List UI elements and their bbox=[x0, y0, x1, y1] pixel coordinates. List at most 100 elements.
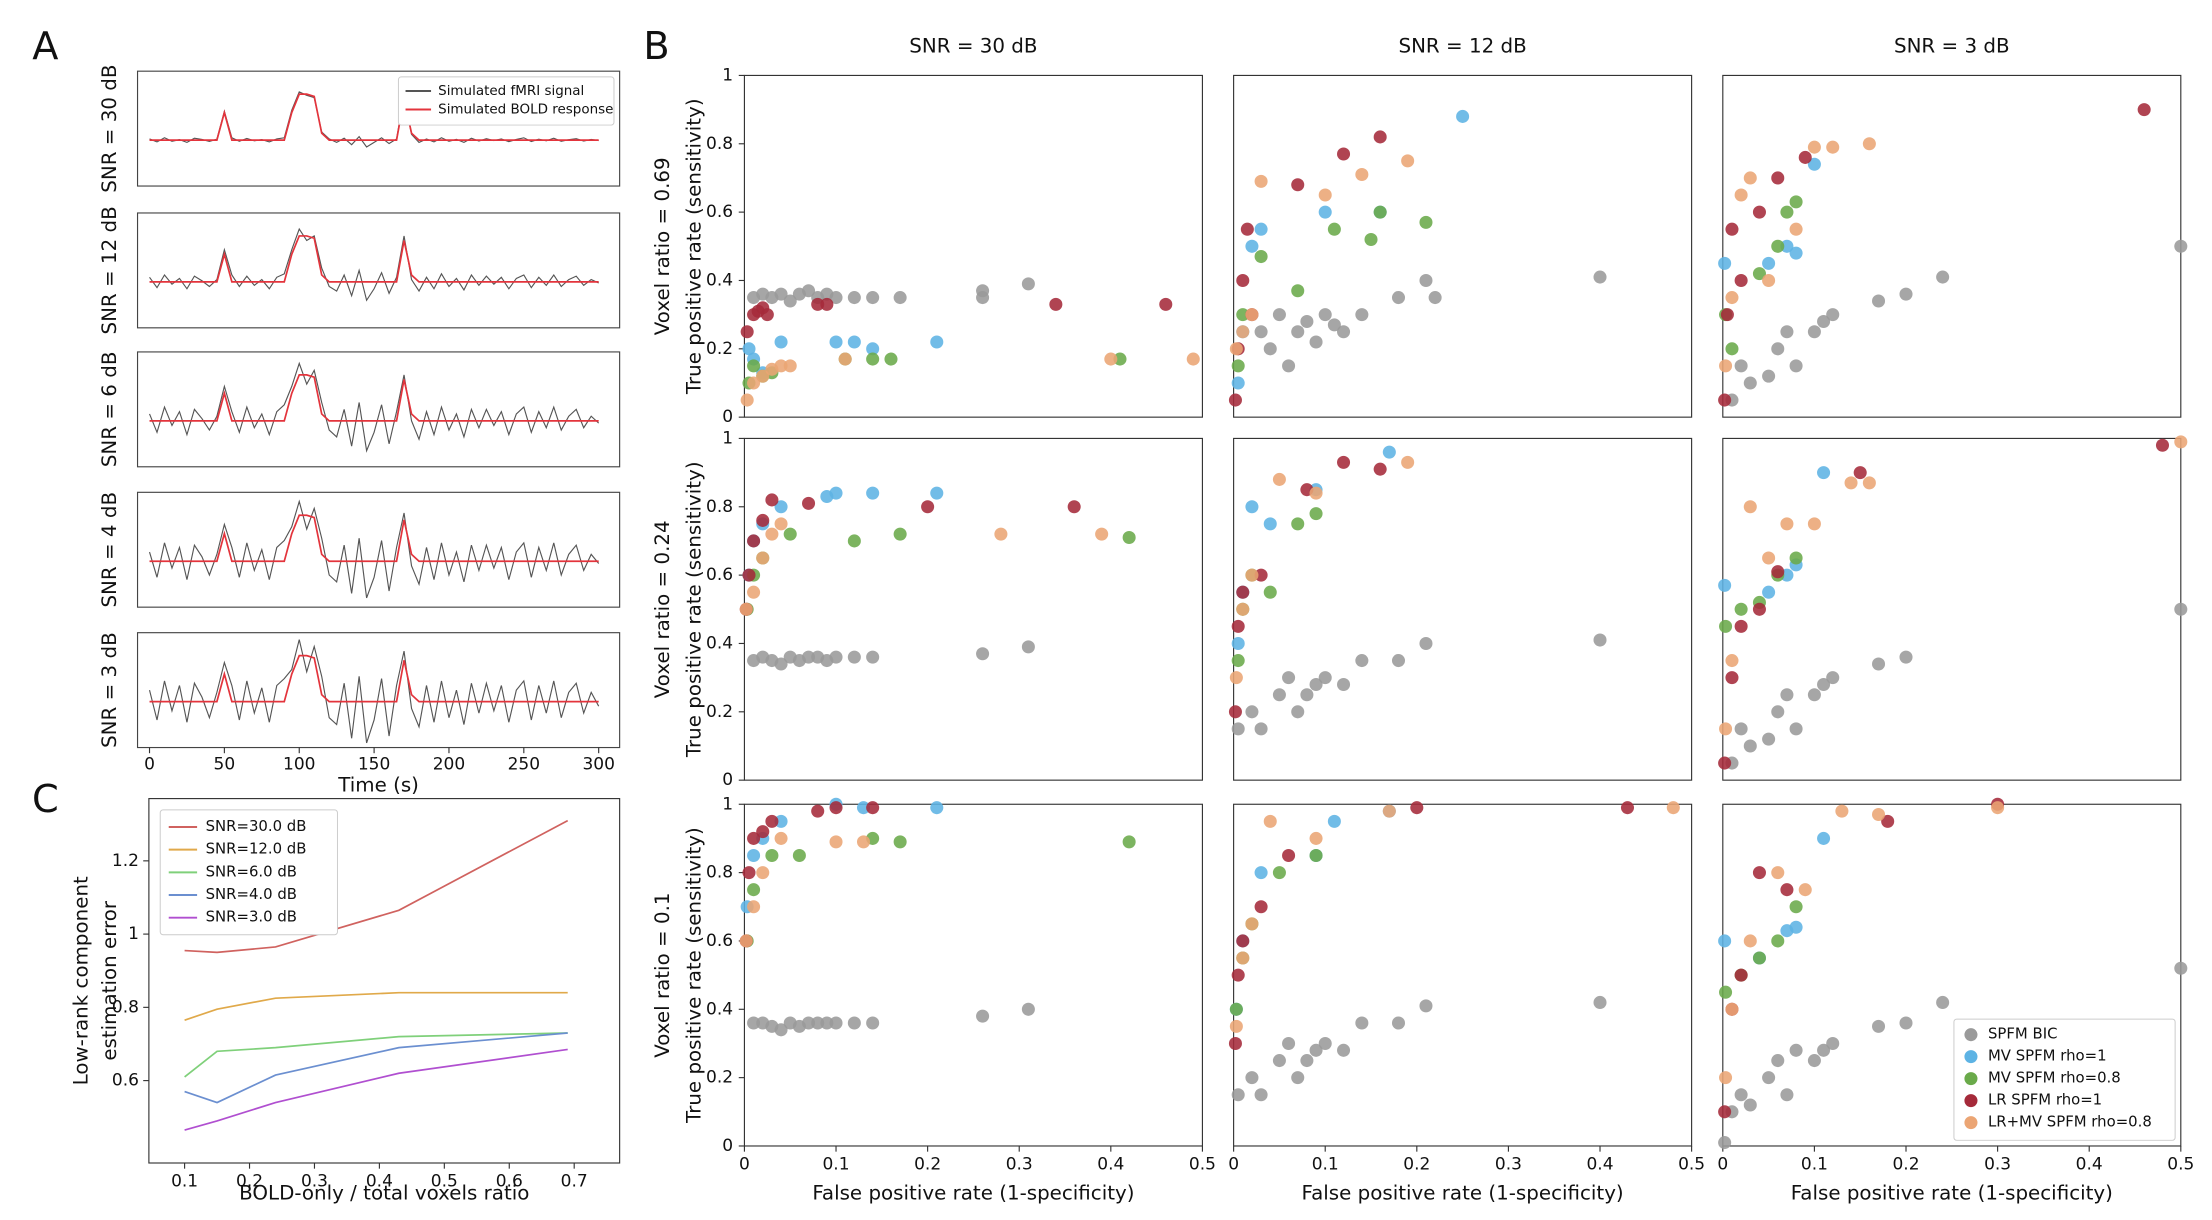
scatter-point bbox=[1718, 756, 1732, 770]
scatter-point bbox=[1122, 531, 1136, 545]
scatter-point bbox=[747, 831, 761, 845]
scatter-point bbox=[1410, 801, 1424, 815]
scatter-point bbox=[884, 352, 898, 366]
scatter-point bbox=[1049, 297, 1063, 311]
scatter-point bbox=[1725, 671, 1739, 685]
scatter-point bbox=[866, 352, 880, 366]
scatter-points bbox=[739, 797, 1136, 1037]
scatter-point bbox=[811, 297, 825, 311]
scatter-point bbox=[1826, 1036, 1840, 1050]
scatter-point bbox=[1355, 168, 1369, 182]
scatter-point bbox=[893, 291, 907, 305]
scatter-point bbox=[847, 335, 861, 349]
scatter-point bbox=[1798, 883, 1812, 897]
y-tick-label: 0.4 bbox=[706, 270, 733, 290]
row-label: Voxel ratio = 0.69 bbox=[651, 157, 674, 335]
scatter-point bbox=[1229, 1002, 1243, 1016]
scatter-point bbox=[1807, 1054, 1821, 1068]
series-line bbox=[184, 1048, 568, 1131]
x-tick-label: 200 bbox=[433, 755, 465, 775]
scatter-point bbox=[1228, 1036, 1242, 1050]
scatter-point bbox=[1743, 500, 1757, 514]
scatter-point bbox=[1245, 1071, 1259, 1085]
scatter-point bbox=[1021, 277, 1035, 291]
scatter-point bbox=[1318, 671, 1332, 685]
scatter-point bbox=[1231, 722, 1245, 736]
scatter-point bbox=[1104, 352, 1118, 366]
scatter-point bbox=[1718, 1136, 1732, 1150]
series-line bbox=[149, 227, 599, 302]
y-tick-label: 0.6 bbox=[706, 202, 733, 222]
scatter-point bbox=[774, 814, 788, 828]
scatter-point bbox=[1263, 814, 1277, 828]
scatter-points bbox=[1718, 435, 2188, 770]
x-tick-label: 0.2 bbox=[1892, 1154, 1919, 1174]
scatter-point bbox=[1391, 654, 1406, 668]
scatter-point bbox=[1282, 1036, 1296, 1050]
scatter-point bbox=[1725, 222, 1739, 236]
scatter-point bbox=[1734, 619, 1748, 633]
x-tick-label: 0.1 bbox=[1801, 1154, 1828, 1174]
scatter-point bbox=[774, 1023, 788, 1037]
scatter-point bbox=[1718, 1105, 1732, 1119]
x-tick-label: 300 bbox=[582, 755, 614, 775]
scatter-point bbox=[765, 814, 779, 828]
legend-label: SNR=4.0 dB bbox=[206, 885, 297, 903]
scatter-point bbox=[1771, 565, 1785, 579]
scatter-point bbox=[811, 804, 825, 818]
legend-label: MV SPFM rho=1 bbox=[1988, 1047, 2107, 1065]
scatter-point bbox=[1419, 215, 1433, 229]
x-tick-label: 0.4 bbox=[1586, 1154, 1613, 1174]
scatter-point bbox=[783, 294, 797, 308]
x-tick-label: 100 bbox=[283, 755, 315, 775]
scatter-point bbox=[1272, 1054, 1286, 1068]
scatter-point bbox=[1666, 801, 1680, 815]
scatter-point bbox=[1719, 722, 1733, 736]
scatter-point bbox=[1337, 677, 1351, 691]
scatter-point bbox=[1419, 636, 1433, 650]
y-axis-label: SNR = 6 dB bbox=[98, 352, 121, 468]
y-axis-label: SNR = 3 dB bbox=[98, 632, 121, 748]
scatter-point bbox=[1734, 359, 1748, 373]
x-tick-label: 0 bbox=[1228, 1154, 1239, 1174]
scatter-point bbox=[1771, 342, 1785, 356]
scatter-point bbox=[1254, 900, 1268, 914]
scatter-point bbox=[1236, 308, 1250, 322]
plot-frame bbox=[136, 632, 621, 749]
scatter-point bbox=[1762, 369, 1776, 383]
scatter-point bbox=[1734, 1088, 1748, 1102]
scatter-point bbox=[739, 934, 753, 948]
scatter-point bbox=[1282, 671, 1296, 685]
scatter-point bbox=[1282, 359, 1296, 373]
y-axis-label: estimation error bbox=[98, 900, 121, 1061]
scatter-point bbox=[747, 359, 761, 373]
scatter-point bbox=[1826, 308, 1840, 322]
panel-label: B bbox=[643, 24, 669, 69]
scatter-point bbox=[1401, 455, 1415, 469]
x-axis-label: BOLD-only / total voxels ratio bbox=[239, 1182, 529, 1205]
scatter-point bbox=[1245, 705, 1259, 719]
scatter-point bbox=[1807, 517, 1821, 531]
plot-frame bbox=[743, 803, 1203, 1147]
legend-label: SNR=12.0 dB bbox=[206, 840, 307, 858]
plot-frame bbox=[743, 74, 1203, 418]
scatter-point bbox=[1318, 188, 1332, 202]
y-tick-label: 0.6 bbox=[706, 931, 733, 951]
scatter-point bbox=[1872, 294, 1886, 308]
x-tick-label: 0.5 bbox=[1189, 1154, 1216, 1174]
y-tick-label: 0.8 bbox=[706, 497, 733, 517]
scatter-point bbox=[1231, 1088, 1245, 1102]
scatter-point bbox=[1743, 739, 1757, 753]
scatter-point bbox=[774, 517, 788, 531]
scatter-point bbox=[802, 1016, 816, 1030]
scatter-point bbox=[1780, 1088, 1794, 1102]
scatter-point bbox=[1263, 517, 1277, 531]
scatter-point bbox=[1780, 205, 1794, 219]
scatter-point bbox=[2174, 961, 2188, 975]
scatter-point bbox=[1231, 619, 1245, 633]
scatter-point bbox=[756, 369, 770, 383]
scatter-point bbox=[1844, 476, 1858, 490]
scatter-point bbox=[1899, 650, 1913, 664]
y-axis-label: SNR = 30 dB bbox=[98, 64, 121, 192]
